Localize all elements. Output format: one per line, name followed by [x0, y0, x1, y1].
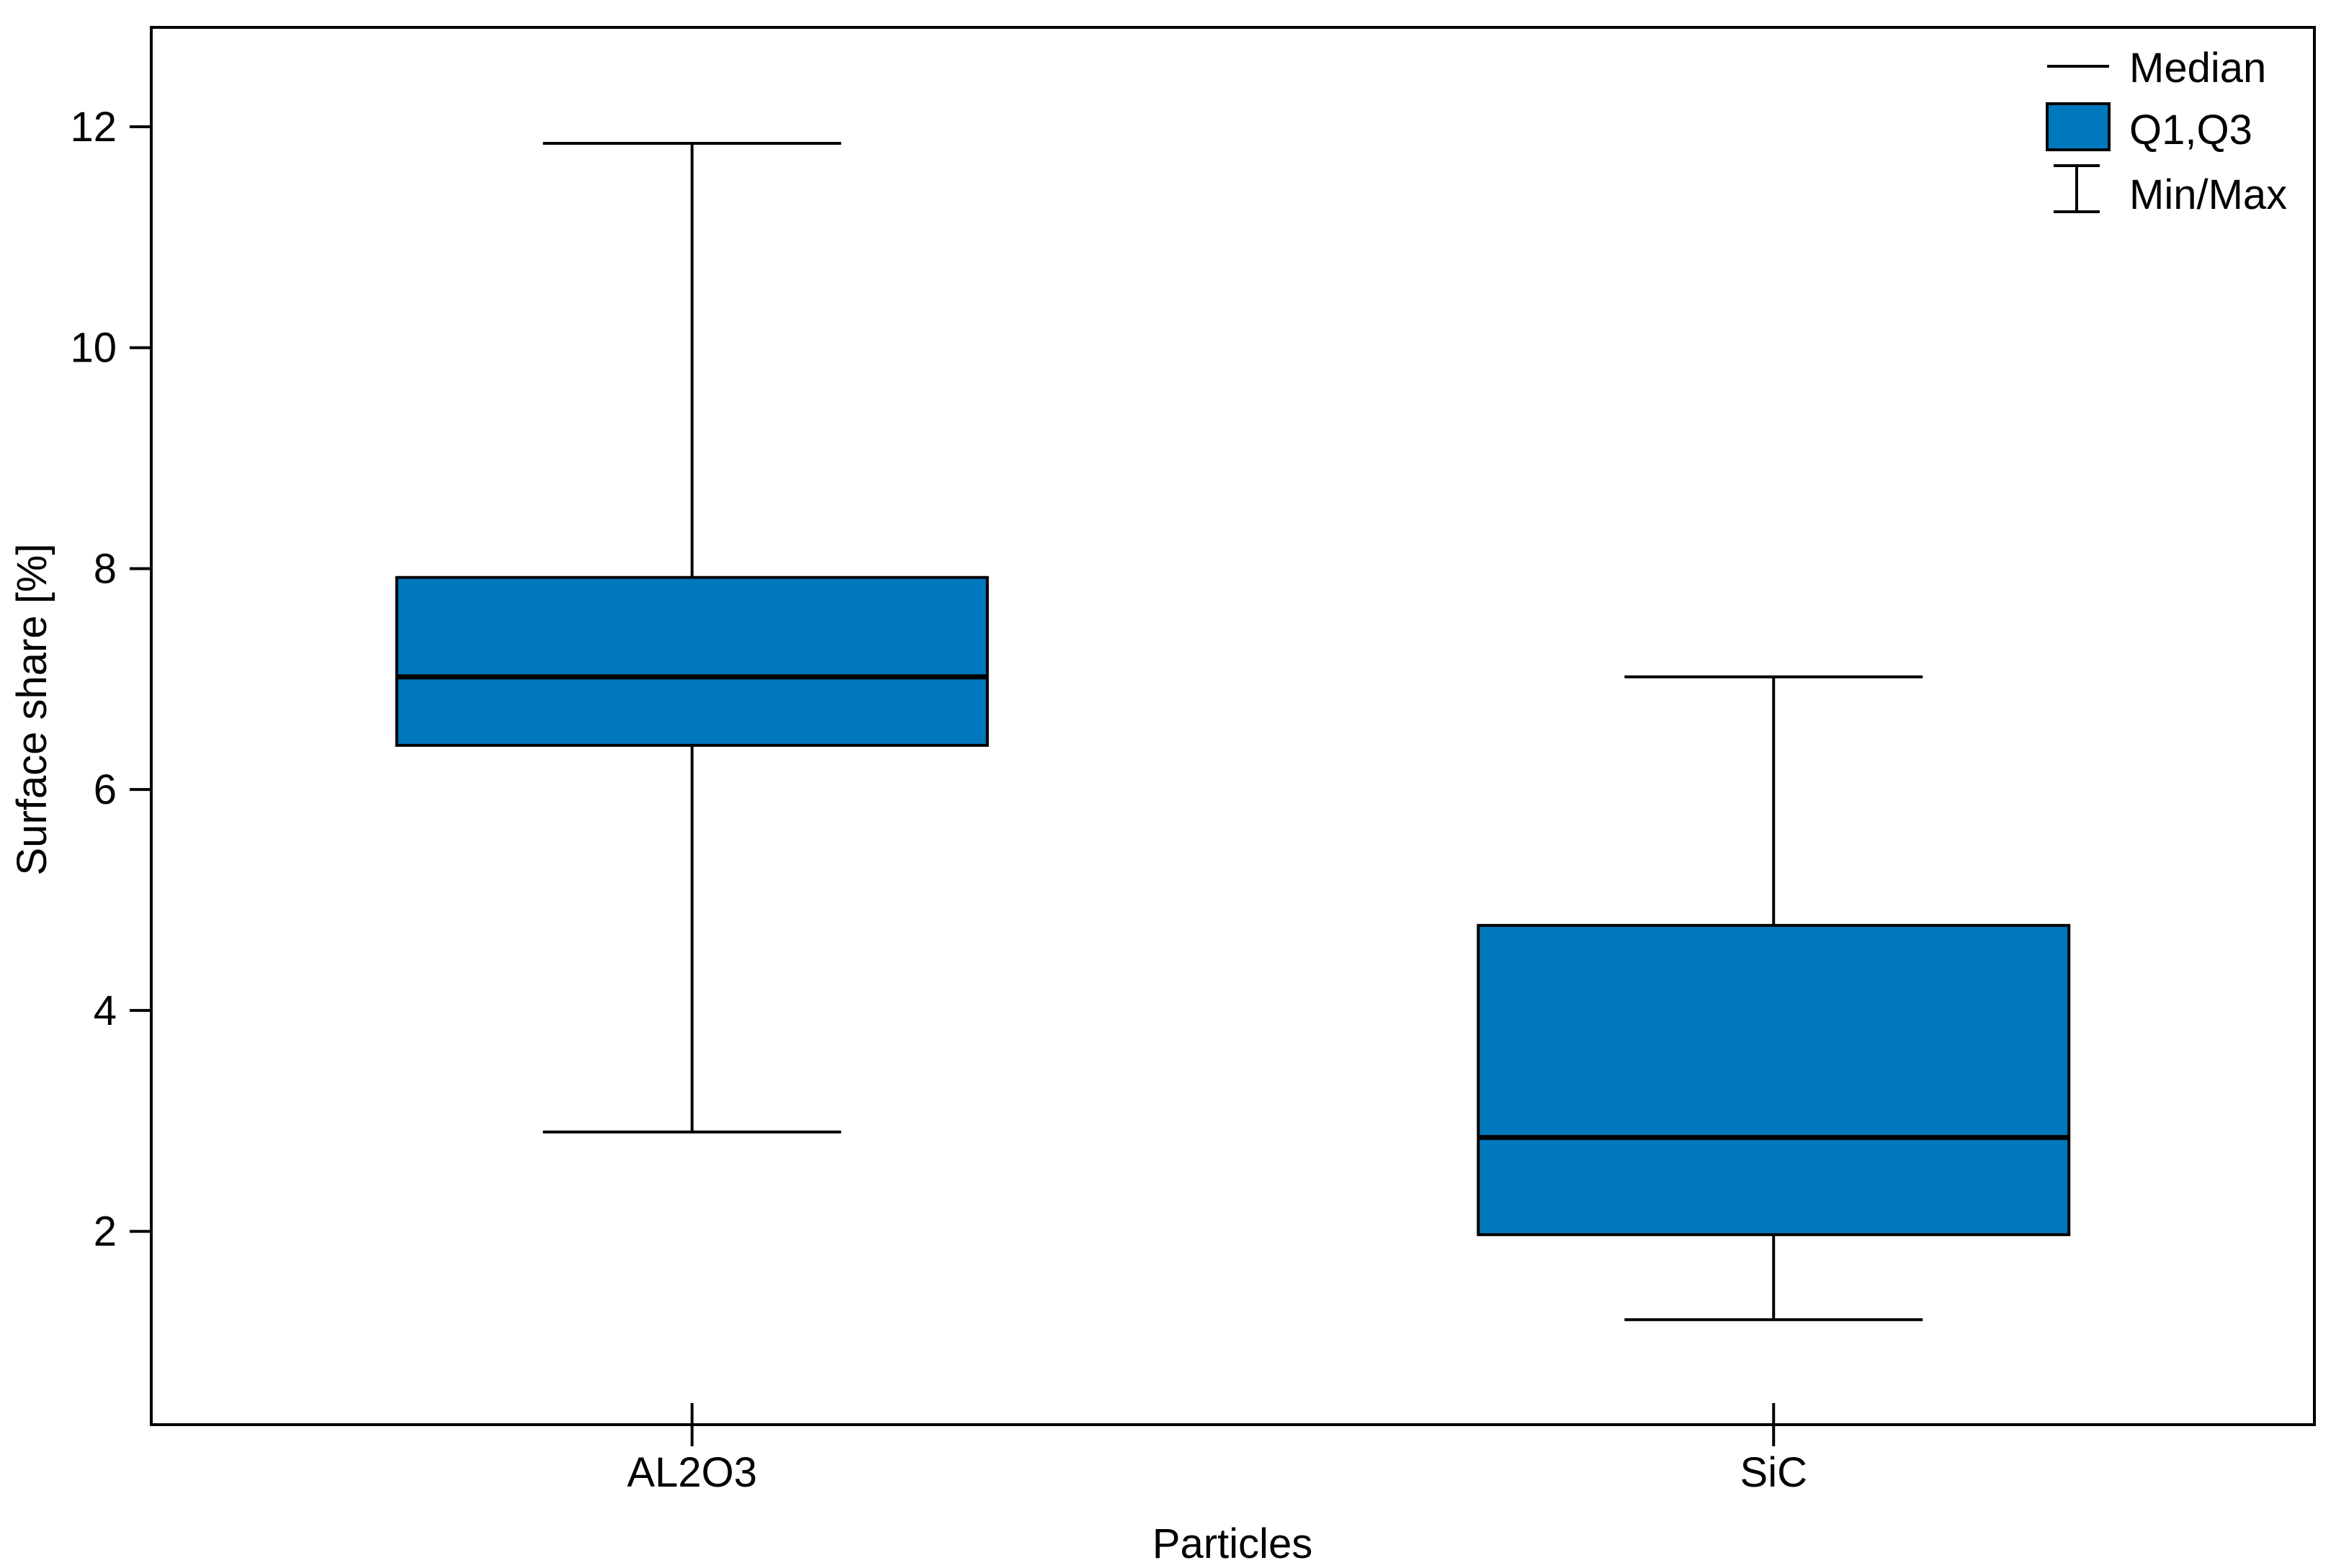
y-tick-label: 4 — [94, 987, 117, 1034]
x-tick-label: SiC — [1740, 1449, 1807, 1496]
legend-box-label: Q1,Q3 — [2129, 107, 2252, 153]
box-al2o3 — [395, 142, 989, 1134]
box-sic — [1477, 675, 2071, 1322]
y-tick-label: 2 — [94, 1209, 117, 1255]
legend-whisker-label: Min/Max — [2129, 171, 2287, 218]
y-tick-label: 8 — [94, 545, 117, 592]
legend-box-swatch — [2046, 102, 2111, 151]
x-axis-title: Particles — [1153, 1520, 1312, 1567]
legend-median-label: Median — [2129, 45, 2266, 91]
plot-area-frame — [150, 26, 2316, 1426]
boxes-layer — [395, 142, 2071, 1322]
y-axis-title: Surface share [%] — [9, 544, 55, 876]
legend: Median Q1,Q3 Min/Max — [2046, 45, 2287, 218]
iqr-box — [395, 575, 989, 747]
iqr-box — [1477, 923, 2071, 1237]
legend-whisker-swatch — [2054, 164, 2100, 213]
x-axis: AL2O3 SiC — [627, 1403, 1807, 1496]
x-tick-label: AL2O3 — [627, 1449, 757, 1496]
y-tick-label: 10 — [70, 325, 117, 372]
y-tick-label: 6 — [94, 766, 117, 813]
y-tick-label: 12 — [70, 104, 117, 151]
y-axis: 2 4 6 8 10 12 — [70, 104, 151, 1255]
